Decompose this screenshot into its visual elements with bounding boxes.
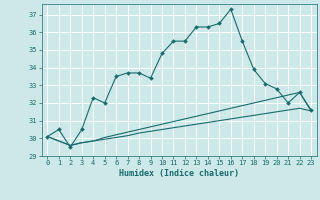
X-axis label: Humidex (Indice chaleur): Humidex (Indice chaleur) — [119, 169, 239, 178]
